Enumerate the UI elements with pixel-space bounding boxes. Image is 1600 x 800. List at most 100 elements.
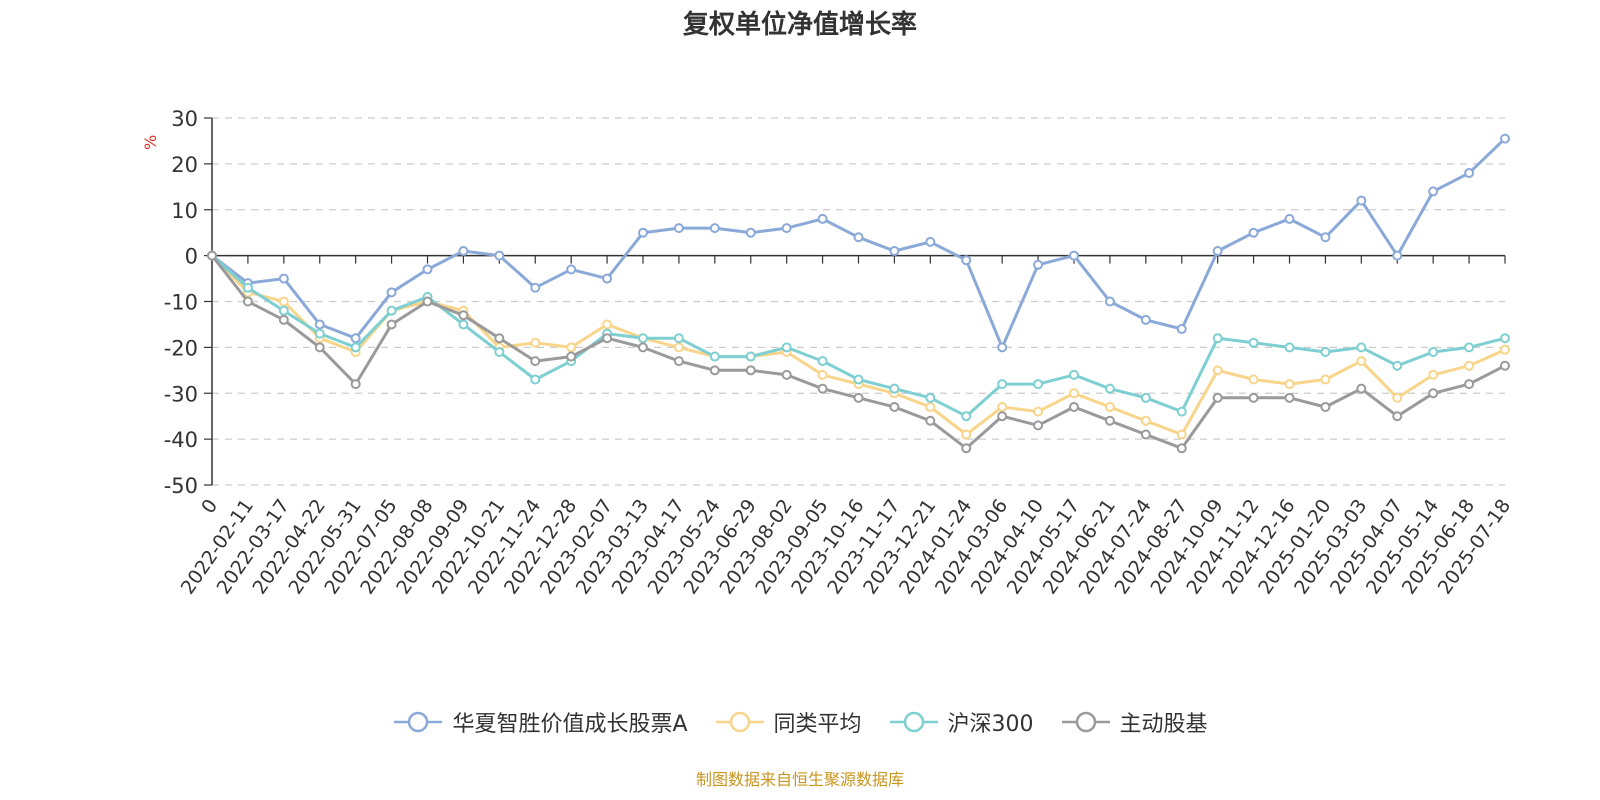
series-point-3	[1356, 383, 1367, 394]
series-point-3	[1140, 429, 1151, 440]
series-point-0	[314, 319, 325, 330]
series-point-3	[1176, 443, 1187, 454]
series-point-2	[1320, 346, 1331, 357]
series-point-1	[1069, 388, 1079, 399]
series-point-3	[1392, 411, 1403, 422]
series-point-0	[817, 213, 828, 224]
series-point-0	[997, 342, 1008, 353]
series-point-1	[817, 369, 828, 380]
legend: 华夏智胜价值成长股票A 同类平均 沪深300 主动股基	[0, 706, 1600, 738]
series-point-3	[386, 319, 397, 330]
legend-item-1[interactable]: 同类平均	[714, 706, 862, 738]
series-point-0	[1248, 227, 1259, 238]
series-point-3	[673, 356, 684, 367]
series-point-0	[1500, 133, 1510, 144]
legend-line-circle-icon	[715, 711, 764, 733]
series-point-2	[242, 282, 253, 293]
series-point-2	[1140, 392, 1151, 403]
series-point-2	[961, 411, 972, 422]
series-point-3	[458, 310, 469, 321]
y-tick-label: 0	[185, 245, 198, 269]
series-point-0	[1464, 168, 1475, 179]
axes: 3020100-10-20-30-40-5002022-02-112022-03…	[164, 107, 1515, 598]
legend-label: 沪深300	[947, 712, 1034, 737]
series-point-1	[1284, 379, 1295, 390]
series-point-3	[1248, 392, 1259, 403]
series-point-2	[1356, 342, 1367, 353]
series-point-3	[638, 342, 648, 353]
series-point-3	[1284, 392, 1295, 403]
series-point-1	[1356, 356, 1367, 367]
x-tick-label: 0	[197, 495, 222, 518]
series-point-3	[314, 342, 325, 353]
series-point-0	[1212, 246, 1223, 257]
y-tick-label: -20	[164, 336, 198, 360]
series-point-3	[350, 379, 361, 390]
series-point-3	[1464, 379, 1475, 390]
series-point-3	[889, 402, 900, 413]
series-point-3	[961, 443, 972, 454]
series-point-2	[673, 333, 684, 344]
series-point-3	[1428, 388, 1439, 399]
y-tick-label: -30	[164, 382, 198, 406]
legend-item-2[interactable]: 沪深300	[888, 706, 1034, 738]
series-point-1	[566, 342, 577, 353]
y-tick-label: 10	[171, 199, 198, 223]
series-point-3	[1069, 402, 1079, 413]
series-point-2	[638, 333, 648, 344]
series-point-3	[1500, 360, 1510, 371]
series-point-2	[1464, 342, 1475, 353]
series-point-2	[278, 305, 289, 316]
series-point-2	[1500, 333, 1510, 344]
series-point-2	[853, 374, 864, 385]
series-point-1	[1140, 415, 1151, 426]
series-point-1	[278, 296, 289, 307]
series-point-3	[278, 314, 289, 325]
series-point-0	[1069, 250, 1079, 261]
series-point-2	[314, 328, 325, 339]
series-point-1	[997, 402, 1008, 413]
series-point-2	[350, 342, 361, 353]
series-point-0	[673, 223, 684, 234]
series-point-0	[278, 273, 289, 284]
series-point-0	[889, 246, 900, 257]
series-point-1	[1248, 374, 1259, 385]
series-point-1	[673, 342, 684, 353]
series-point-2	[494, 346, 505, 357]
series-point-0	[1428, 186, 1439, 197]
series-point-0	[1392, 250, 1403, 261]
series-point-0	[745, 227, 756, 238]
series-point-0	[458, 246, 469, 257]
legend-item-3[interactable]: 主动股基	[1060, 706, 1208, 738]
series-point-3	[1212, 392, 1223, 403]
series-point-0	[1140, 314, 1151, 325]
series-point-0	[961, 255, 972, 266]
series-point-0	[386, 287, 397, 298]
series-point-2	[1212, 333, 1223, 344]
series-point-3	[1320, 402, 1331, 413]
series-point-3	[422, 296, 433, 307]
legend-label: 同类平均	[773, 712, 862, 737]
series-point-2	[386, 305, 397, 316]
series-point-3	[925, 415, 936, 426]
source-footer: 制图数据来自恒生聚源数据库	[695, 770, 904, 789]
series-point-0	[1284, 213, 1295, 224]
series-point-1	[1176, 429, 1187, 440]
legend-item-0[interactable]: 华夏智胜价值成长股票A	[392, 706, 688, 738]
series-point-1	[1464, 360, 1475, 371]
series-point-3	[242, 296, 253, 307]
series-point-2	[781, 342, 792, 353]
series-point-2	[925, 392, 936, 403]
y-tick-label: 30	[171, 107, 198, 131]
series-point-2	[889, 383, 900, 394]
series-point-2	[1248, 337, 1259, 348]
y-tick-label: -10	[164, 291, 198, 315]
series-point-1	[1212, 365, 1223, 376]
series-point-2	[1104, 383, 1115, 394]
series-point-1	[530, 337, 541, 348]
series-point-2	[1428, 346, 1439, 357]
legend-line-circle-icon	[1061, 711, 1110, 733]
series-point-1	[1033, 406, 1044, 417]
series-point-3	[207, 250, 217, 261]
